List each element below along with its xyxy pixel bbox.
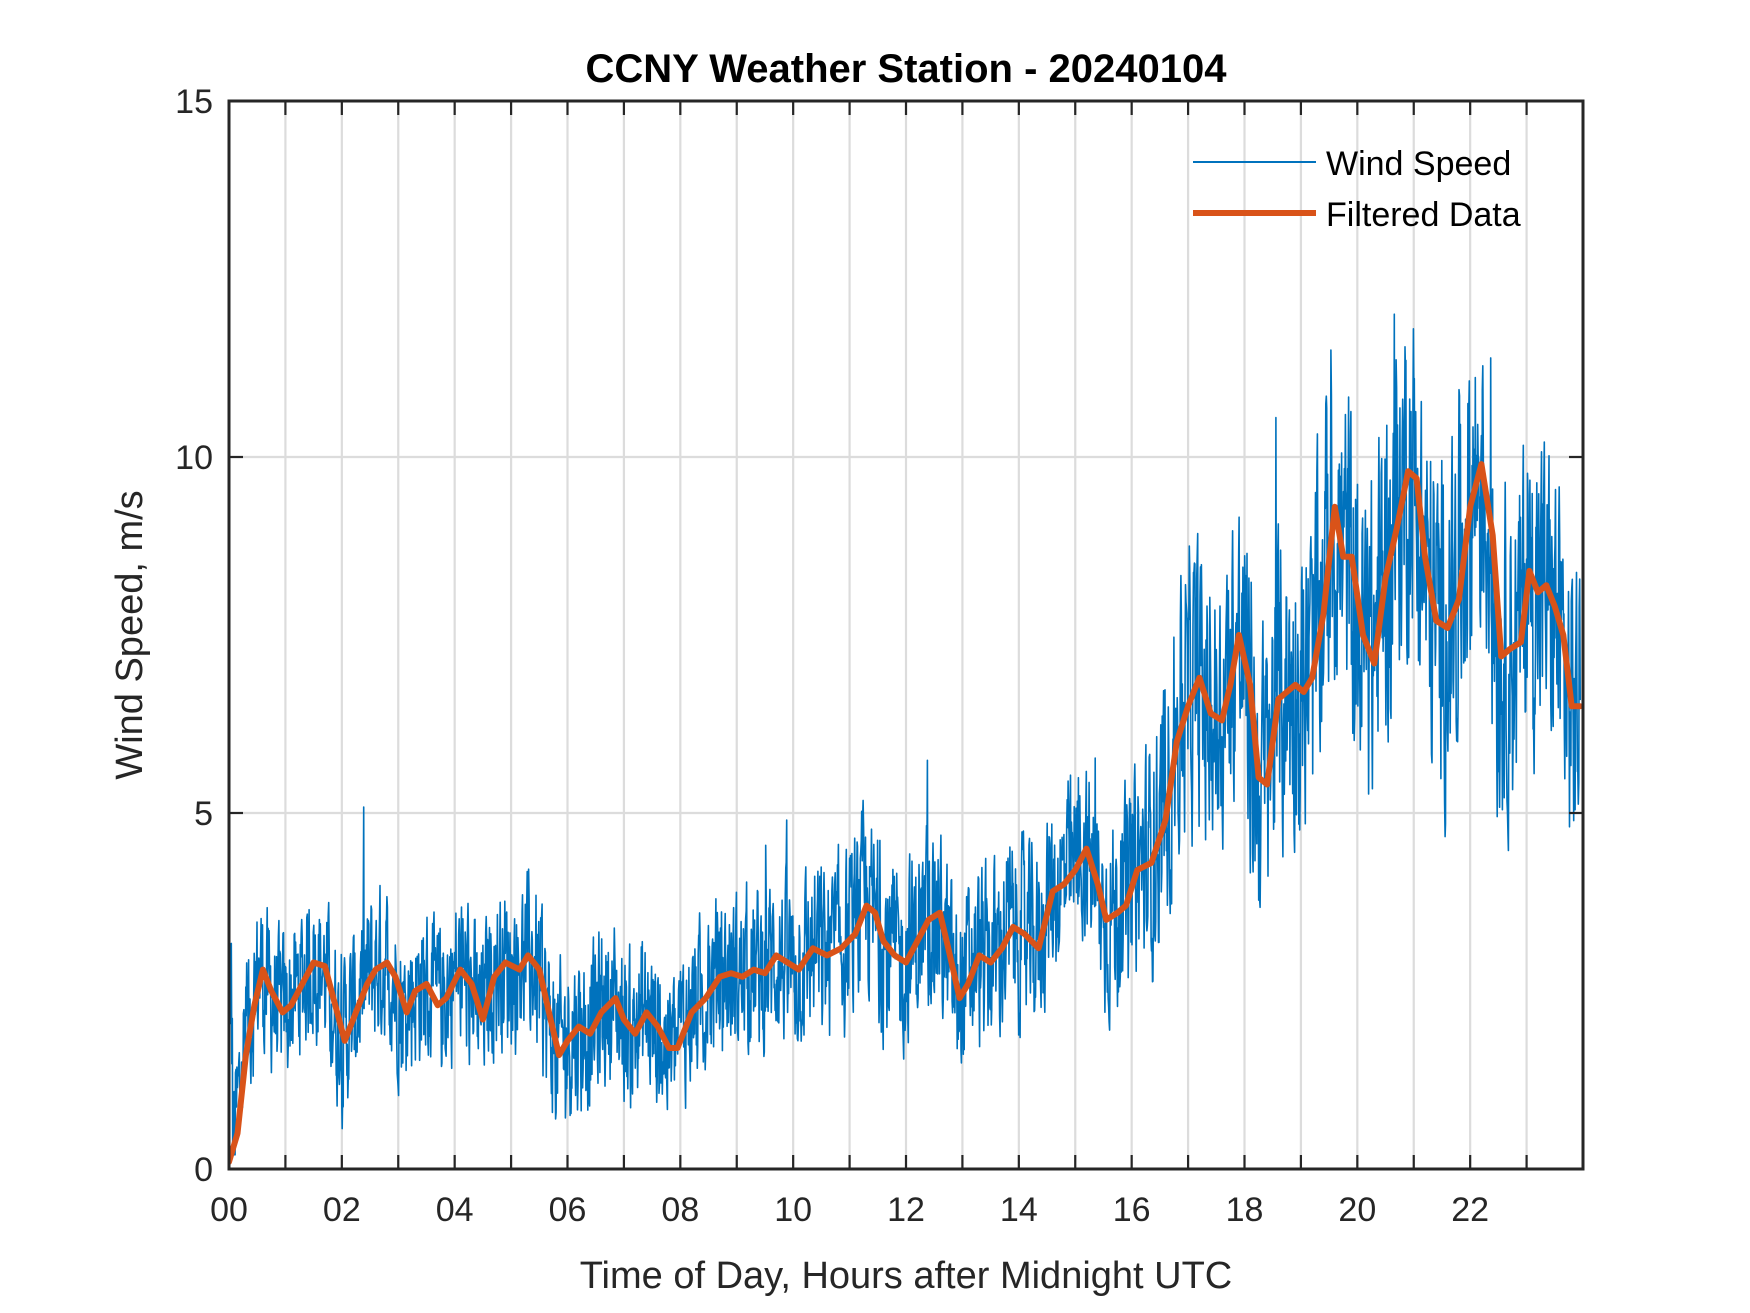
series-filtered-data-line (229, 461, 1583, 1165)
x-tick-label: 00 (210, 1191, 248, 1229)
x-tick-label: 20 (1338, 1191, 1376, 1229)
series-wind-speed-line (229, 313, 1581, 1156)
y-tick-label: 5 (194, 795, 213, 833)
y-tick-label: 10 (175, 439, 213, 477)
x-tick-labels: 00 02 04 06 08 10 12 14 16 18 20 22 (210, 1191, 1489, 1229)
x-tick-label: 08 (661, 1191, 699, 1229)
y-tick-label: 0 (194, 1151, 213, 1189)
legend-label-wind-speed: Wind Speed (1326, 145, 1511, 183)
x-tick-label: 12 (887, 1191, 925, 1229)
x-tick-label: 14 (1000, 1191, 1038, 1229)
x-tick-label: 16 (1113, 1191, 1151, 1229)
x-tick-label: 22 (1451, 1191, 1489, 1229)
axes-box (227, 99, 1585, 1171)
x-tick-label: 06 (549, 1191, 587, 1229)
y-tick-labels: 0 5 10 15 (175, 83, 213, 1189)
x-axis-label: Time of Day, Hours after Midnight UTC (580, 1255, 1233, 1297)
y-tick-label: 15 (175, 83, 213, 121)
chart-title: CCNY Weather Station - 20240104 (586, 47, 1228, 91)
x-tick-label: 02 (323, 1191, 361, 1229)
y-axis-label: Wind Speed, m/s (109, 490, 151, 779)
plot-area (229, 313, 1583, 1165)
x-tick-label: 10 (774, 1191, 812, 1229)
x-tick-label: 18 (1226, 1191, 1264, 1229)
x-tick-label: 04 (436, 1191, 474, 1229)
legend-label-filtered-data: Filtered Data (1326, 196, 1521, 234)
legend: Wind Speed Filtered Data (1193, 145, 1521, 234)
